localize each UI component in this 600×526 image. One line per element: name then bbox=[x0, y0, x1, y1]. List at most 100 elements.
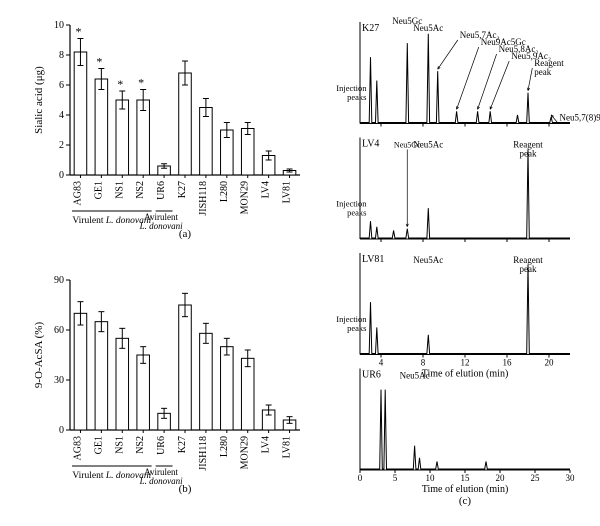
label-arrow bbox=[528, 68, 532, 91]
xtick-label: NS1 bbox=[114, 436, 125, 454]
chromatogram-trace bbox=[360, 34, 570, 123]
ytick-label: 0 bbox=[59, 425, 64, 436]
significance-star: * bbox=[117, 77, 123, 91]
chromatogram-trace bbox=[360, 390, 570, 469]
xtick-label: 16 bbox=[503, 358, 513, 368]
ytick-label: 6 bbox=[59, 80, 64, 91]
bar bbox=[74, 52, 87, 175]
xtick-label: AG83 bbox=[72, 181, 83, 205]
label-arrow bbox=[490, 61, 509, 109]
xtick-label: 4 bbox=[379, 358, 384, 368]
xtick-label: 8 bbox=[421, 358, 426, 368]
significance-star: * bbox=[96, 55, 102, 69]
injection-label: Injectionpeaks bbox=[336, 314, 367, 333]
xtick-label: UR6 bbox=[156, 181, 167, 200]
xtick-label: LV81 bbox=[282, 181, 293, 203]
bar bbox=[200, 108, 213, 176]
bar bbox=[241, 129, 254, 176]
bar bbox=[95, 322, 108, 430]
xtick-label: 10 bbox=[426, 473, 436, 483]
x-axis-label: Time of elution (min) bbox=[422, 369, 509, 380]
panel-b: 03060909-O-AcSA (%)AG83GE1NS1NS2UR6K27JI… bbox=[33, 275, 300, 495]
significance-star: * bbox=[138, 76, 144, 90]
bar bbox=[241, 358, 254, 430]
xtick-label: AG83 bbox=[72, 436, 83, 460]
injection-label: Injectionpeaks bbox=[336, 198, 367, 217]
chromatogram-trace bbox=[360, 149, 570, 238]
y-axis-label: Sialic acid (μg) bbox=[33, 66, 45, 134]
xtick-label: LV4 bbox=[261, 436, 272, 453]
ytick-label: 4 bbox=[59, 110, 64, 121]
bar bbox=[137, 355, 150, 430]
ytick-label: 30 bbox=[54, 375, 64, 386]
xtick-label: MON29 bbox=[240, 436, 251, 469]
xtick-label: 20 bbox=[545, 358, 555, 368]
chromatogram-LV81: 48121620LV81InjectionpeaksNeu5AcReagentp… bbox=[336, 253, 570, 380]
xtick-label: L280 bbox=[219, 436, 230, 457]
group-label-avirulent: AvirulentL. donovani bbox=[139, 467, 184, 486]
peak-label: Neu5Ac bbox=[413, 140, 443, 150]
xtick-label: 25 bbox=[531, 473, 541, 483]
sample-name: LV4 bbox=[362, 139, 379, 150]
peak-label: Reagentpeak bbox=[534, 58, 564, 77]
xtick-label: GE1 bbox=[93, 181, 104, 199]
injection-label: Injectionpeaks bbox=[336, 83, 367, 102]
peak-label: Neu5Ac bbox=[413, 23, 443, 33]
peak-label: Reagentpeak bbox=[513, 140, 543, 159]
peak-label: Neu5,7(8)9Ac₂ bbox=[560, 113, 600, 123]
y-axis-label: 9-O-AcSA (%) bbox=[33, 322, 45, 389]
ytick-label: 10 bbox=[54, 20, 64, 31]
xtick-label: LV81 bbox=[282, 436, 293, 458]
panel-letter: (c) bbox=[459, 495, 472, 507]
ytick-label: 60 bbox=[54, 325, 64, 336]
bar bbox=[221, 347, 234, 430]
sample-name: K27 bbox=[362, 23, 379, 34]
xtick-label: NS1 bbox=[114, 181, 125, 199]
bar bbox=[200, 333, 213, 430]
x-axis-label: Time of elution (min) bbox=[422, 484, 509, 495]
xtick-label: K27 bbox=[177, 436, 188, 453]
xtick-label: JISH118 bbox=[198, 181, 209, 216]
bar bbox=[95, 79, 108, 175]
sample-name: LV81 bbox=[362, 254, 384, 265]
xtick-label: 20 bbox=[496, 473, 506, 483]
significance-star: * bbox=[75, 25, 81, 39]
label-arrow bbox=[457, 47, 479, 109]
panel-c: K27InjectionpeaksNeu5GcNeu5AcNeu5,7Ac₂Ne… bbox=[336, 16, 600, 507]
bar bbox=[74, 313, 87, 430]
panel-letter: (b) bbox=[179, 483, 192, 495]
chromatogram-trace bbox=[360, 265, 570, 354]
chromatogram-UR6: 051015202530UR6Neu5AcTime of elution (mi… bbox=[358, 369, 575, 496]
xtick-label: 0 bbox=[358, 473, 363, 483]
peak-label: Neu5Ac bbox=[400, 371, 430, 381]
xtick-label: L280 bbox=[219, 181, 230, 202]
ytick-label: 0 bbox=[59, 170, 64, 181]
xtick-label: MON29 bbox=[240, 181, 251, 214]
figure-panels: 0 2 4 6 8 10 Sialic acid (μg) * AG83 * GE1 * NS1 * NS2… bbox=[0, 0, 600, 526]
xtick-label: 15 bbox=[461, 473, 471, 483]
chromatogram-LV4: LV4InjectionpeaksNeu5GcNeu5AcReagentpeak bbox=[336, 138, 570, 243]
sample-name: UR6 bbox=[362, 370, 381, 381]
xtick-label: K27 bbox=[177, 181, 188, 198]
bar bbox=[116, 100, 129, 175]
ytick-label: 90 bbox=[54, 275, 64, 286]
bar bbox=[137, 100, 150, 175]
group-label-avirulent: AvirulentL. donovani bbox=[139, 212, 184, 231]
bar bbox=[179, 73, 192, 175]
chromatogram-K27: K27InjectionpeaksNeu5GcNeu5AcNeu5,7Ac₂Ne… bbox=[336, 16, 600, 127]
ytick-label: 2 bbox=[59, 140, 64, 151]
xtick-label: LV4 bbox=[261, 181, 272, 198]
panel-a: 0 2 4 6 8 10 Sialic acid (μg) * AG83 * GE1 * NS1 * NS2… bbox=[33, 20, 300, 240]
peak-label: Neu5Ac bbox=[413, 255, 443, 265]
xtick-label: JISH118 bbox=[198, 436, 209, 471]
bar bbox=[116, 338, 129, 430]
label-arrow bbox=[438, 40, 458, 69]
bar bbox=[179, 305, 192, 430]
xtick-label: 30 bbox=[566, 473, 576, 483]
xtick-label: 5 bbox=[393, 473, 398, 483]
xtick-label: NS2 bbox=[135, 436, 146, 454]
panel-letter: (a) bbox=[179, 228, 192, 240]
xtick-label: NS2 bbox=[135, 181, 146, 199]
ytick-label: 8 bbox=[59, 50, 64, 61]
peak-label: Reagentpeak bbox=[513, 255, 543, 274]
